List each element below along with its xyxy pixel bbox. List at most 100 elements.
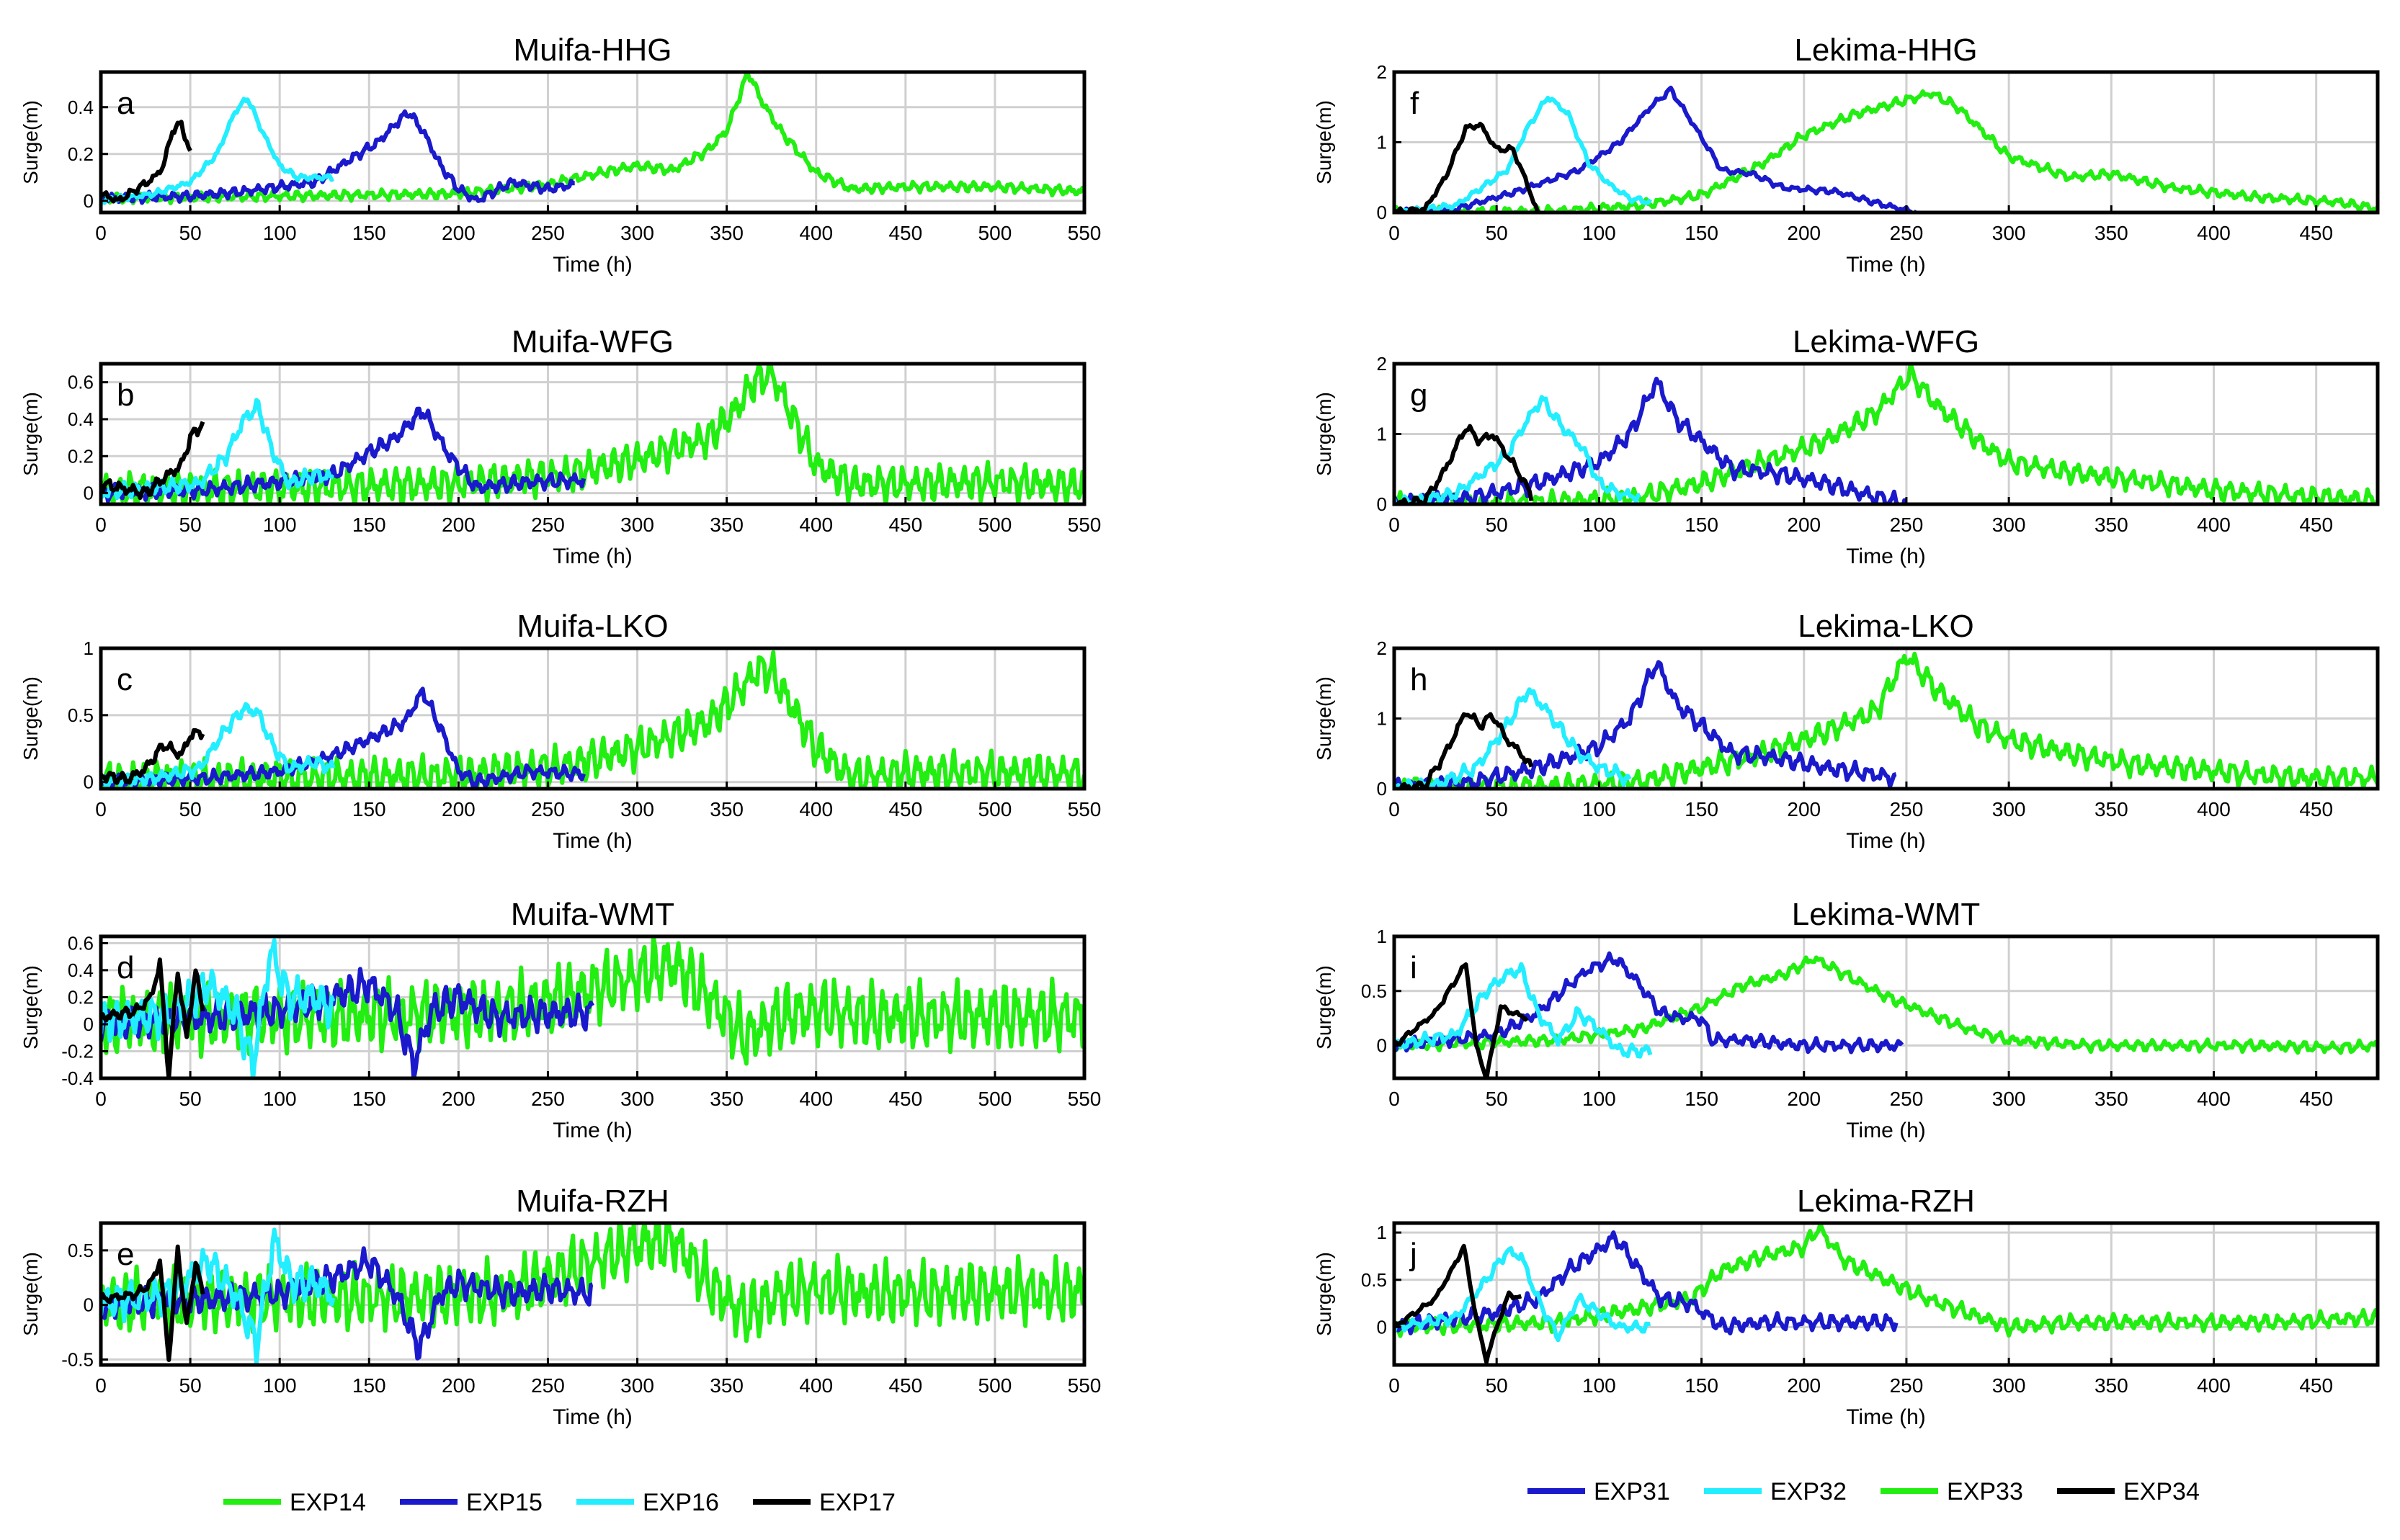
panel-d-xtick-label-100: 100 — [263, 1088, 297, 1110]
legend-left-label-exp15: EXP15 — [466, 1489, 543, 1516]
panel-d-ytick-label-1: -0.2 — [61, 1040, 94, 1062]
legend-left-label-exp17: EXP17 — [819, 1489, 896, 1516]
panel-g-xtick-label-100: 100 — [1582, 514, 1616, 536]
panel-a-series-exp14 — [101, 72, 1084, 205]
panel-i-letter: i — [1410, 950, 1417, 985]
panel-c-letter: c — [117, 662, 133, 697]
panel-h-title: Lekima-LKO — [1798, 609, 1974, 644]
panel-g-series-exp33 — [1394, 364, 2378, 504]
panel-j-xtick-label-350: 350 — [2095, 1374, 2128, 1397]
panel-e-xtick-label-150: 150 — [352, 1374, 386, 1397]
panel-h-xtick-label-0: 0 — [1388, 798, 1400, 820]
panel-f-series-exp33 — [1394, 89, 2378, 212]
panel-h-xtick-label-150: 150 — [1685, 798, 1718, 820]
panel-a-xtick-label-300: 300 — [620, 222, 654, 244]
panel-j-frame — [1392, 1221, 2380, 1367]
panel-c-xtick-label-350: 350 — [710, 798, 744, 820]
panel-i-ytick-label-0: 0 — [1377, 1035, 1387, 1057]
panel-b-xtick-label-300: 300 — [620, 514, 654, 536]
panel-h-xlabel: Time (h) — [1846, 829, 1926, 853]
panel-g-series-exp31 — [1394, 377, 1907, 504]
panel-f-series-exp32 — [1394, 96, 1653, 212]
panel-j-xtick-label-400: 400 — [2197, 1374, 2231, 1397]
panel-c-xtick-label-150: 150 — [352, 798, 386, 820]
panel-j-xtick-label-200: 200 — [1787, 1374, 1821, 1397]
panel-e-frame — [99, 1221, 1087, 1367]
panel-g-xtick-label-200: 200 — [1787, 514, 1821, 536]
panel-i-ylabel: Surge(m) — [1313, 965, 1335, 1049]
panel-c-xtick-label-50: 50 — [179, 798, 202, 820]
panel-d-xtick-label-550: 550 — [1068, 1088, 1102, 1110]
panel-j-series-exp33 — [1394, 1223, 2378, 1338]
panel-b-xtick-label-0: 0 — [95, 514, 107, 536]
panel-e: 0 50 100 150 200 250 300 350 400 450 500 550-0.500.… — [19, 1183, 1101, 1429]
panel-a-xtick-label-350: 350 — [710, 222, 744, 244]
panel-i-xtick-label-250: 250 — [1890, 1088, 1924, 1110]
panel-i-series-exp31 — [1394, 951, 1904, 1055]
panel-g-ytick-label-1: 1 — [1377, 424, 1387, 445]
panel-g-letter: g — [1410, 377, 1427, 413]
panel-d-series-exp17 — [101, 957, 205, 1078]
panel-h-xtick-label-100: 100 — [1582, 798, 1616, 820]
panel-a-xtick-label-250: 250 — [531, 222, 565, 244]
panel-b-xlabel: Time (h) — [553, 545, 633, 568]
panel-f-ytick-label-0: 0 — [1377, 202, 1387, 223]
panel-b-frame — [99, 362, 1087, 506]
panel-e-xtick-label-400: 400 — [799, 1374, 833, 1397]
panel-d-ylabel: Surge(m) — [19, 965, 42, 1049]
panel-a-xtick-label-200: 200 — [442, 222, 476, 244]
panel-j-ytick-label-2: 1 — [1377, 1222, 1387, 1243]
panel-e-ytick-label-2: 0.5 — [68, 1240, 94, 1261]
panel-a-letter: a — [117, 86, 135, 121]
legend-left-label-exp16: EXP16 — [643, 1489, 719, 1516]
panel-b-ytick-label-1: 0.2 — [68, 445, 94, 467]
panel-f-xtick-label-400: 400 — [2197, 222, 2231, 244]
panel-d: 0 50 100 150 200 250 300 350 400 450 500 550 -0.4 -0.… — [19, 897, 1101, 1142]
panel-f-series-exp31 — [1394, 85, 1919, 212]
panel-f-xlabel: Time (h) — [1846, 253, 1926, 277]
panel-h-xtick-label-350: 350 — [2095, 798, 2128, 820]
panel-c-xtick-label-0: 0 — [95, 798, 107, 820]
panel-b-xtick-label-550: 550 — [1068, 514, 1102, 536]
panel-i-xtick-label-300: 300 — [1992, 1088, 2026, 1110]
panel-a-ytick-label-1: 0.2 — [68, 143, 94, 165]
panel-g-series-exp32 — [1394, 395, 1641, 504]
panel-a-ytick-label-0: 0 — [84, 190, 94, 212]
panel-c-frame — [99, 646, 1087, 791]
panel-d-ytick-label-3: 0.2 — [68, 986, 94, 1008]
panel-a-ytick-label-2: 0.4 — [68, 97, 94, 118]
legend-right-label-exp31: EXP31 — [1594, 1478, 1670, 1505]
panel-i-xtick-label-150: 150 — [1685, 1088, 1718, 1110]
panel-b-letter: b — [117, 377, 134, 413]
panel-f-title: Lekima-HHG — [1794, 32, 1977, 68]
panel-c-ytick-label-2: 1 — [84, 637, 94, 659]
panel-e-title: Muifa-RZH — [516, 1183, 669, 1219]
panel-b-xtick-label-450: 450 — [888, 514, 922, 536]
panel-f-xtick-label-200: 200 — [1787, 222, 1821, 244]
legend-right-label-exp34: EXP34 — [2123, 1478, 2200, 1505]
panel-e-xtick-label-50: 50 — [179, 1374, 202, 1397]
panel-c-xtick-label-300: 300 — [620, 798, 654, 820]
panel-e-series-exp17 — [101, 1244, 205, 1362]
panel-g-ytick-label-0: 0 — [1377, 493, 1387, 515]
panel-c-xtick-label-450: 450 — [888, 798, 922, 820]
panel-e-xtick-label-300: 300 — [620, 1374, 654, 1397]
panel-h-xtick-label-50: 50 — [1486, 798, 1508, 820]
panel-c-title: Muifa-LKO — [517, 609, 668, 644]
panel-c-xtick-label-400: 400 — [799, 798, 833, 820]
panel-j-xlabel: Time (h) — [1846, 1405, 1926, 1429]
panel-e-letter: e — [117, 1237, 134, 1272]
panel-j-xtick-label-300: 300 — [1992, 1374, 2026, 1397]
panel-e-ytick-label-1: 0 — [84, 1294, 94, 1316]
panel-a: 0 50 100 150 200 250 300 350 400 450 500 550 0 0.2 0.4… — [19, 32, 1101, 277]
panel-g-series-exp34 — [1395, 424, 1534, 504]
panel-a-xtick-label-100: 100 — [263, 222, 297, 244]
panel-h-xtick-label-200: 200 — [1787, 798, 1821, 820]
panel-h-xtick-label-300: 300 — [1992, 798, 2026, 820]
panel-d-ytick-label-5: 0.6 — [68, 932, 94, 954]
panel-f: 0 50 100 150 200 250 300 350 400 450 0 1 2 Lekima-HHG… — [1313, 32, 2380, 277]
panel-b-series-exp17 — [101, 421, 205, 501]
legend-right-label-exp32: EXP32 — [1770, 1478, 1847, 1505]
panel-a-frame — [99, 70, 1087, 215]
panel-f-xtick-label-250: 250 — [1890, 222, 1924, 244]
